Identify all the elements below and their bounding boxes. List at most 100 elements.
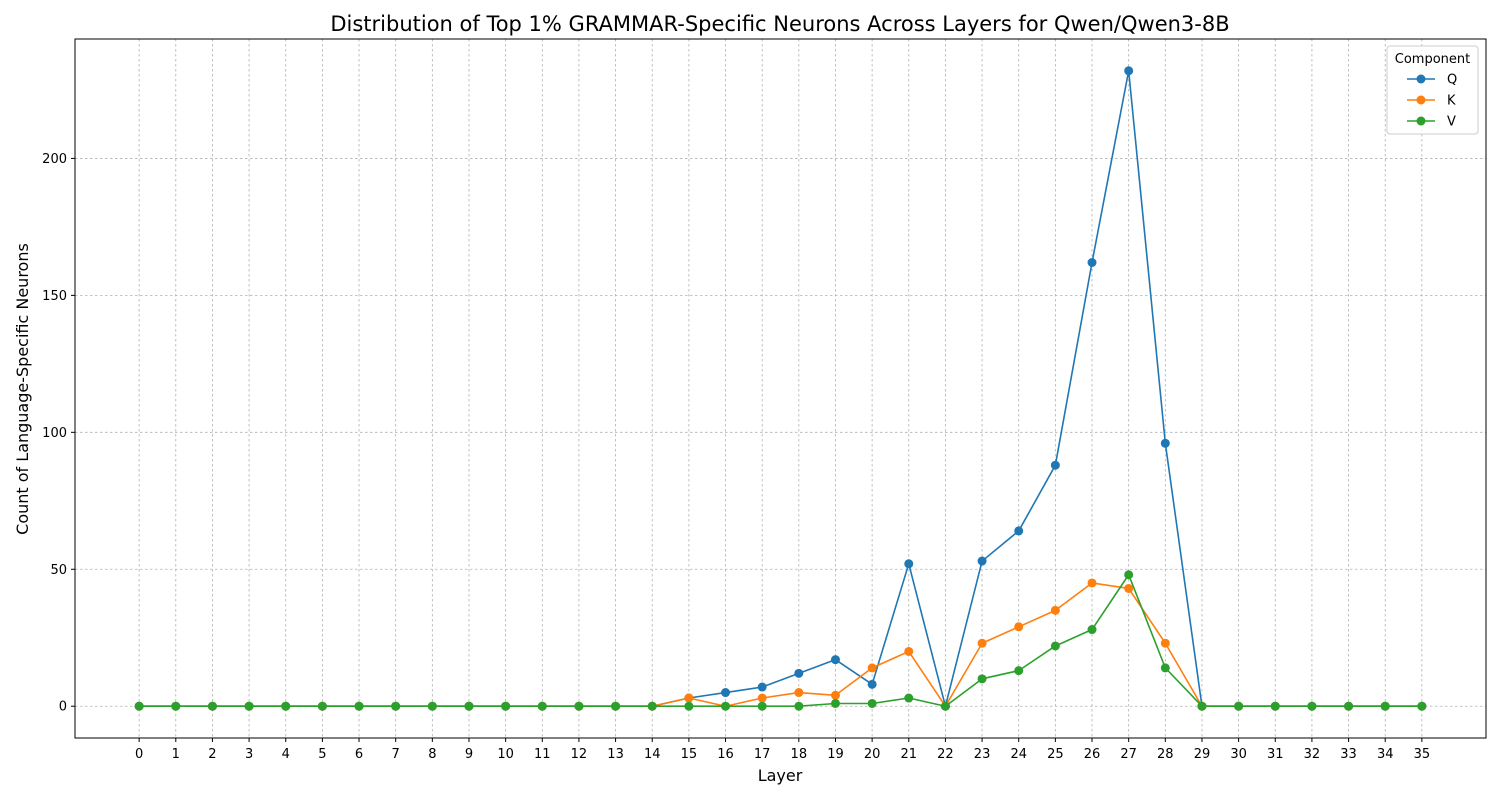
- series-k: [134, 578, 1427, 711]
- data-point-k: [977, 638, 987, 648]
- x-axis-label: Layer: [758, 766, 803, 785]
- grid: [75, 39, 1486, 738]
- data-point-v: [684, 701, 694, 711]
- x-tick-label: 4: [282, 747, 290, 762]
- y-axis-label: Count of Language-Specific Neurons: [13, 243, 32, 535]
- data-point-v: [1087, 625, 1097, 635]
- data-point-v: [354, 701, 364, 711]
- x-tick-label: 29: [1194, 747, 1211, 762]
- data-point-q: [757, 682, 767, 692]
- x-tick-label: 15: [681, 747, 698, 762]
- data-point-v: [721, 701, 731, 711]
- legend-marker: [1416, 95, 1426, 105]
- x-tick-label: 5: [318, 747, 326, 762]
- x-tick-label: 17: [754, 747, 771, 762]
- data-point-q: [904, 559, 914, 569]
- series-q: [134, 66, 1427, 711]
- legend-item-q: Q: [1407, 73, 1457, 88]
- data-point-k: [867, 663, 877, 673]
- legend-title: Component: [1395, 52, 1470, 67]
- data-point-v: [1270, 701, 1280, 711]
- data-point-v: [904, 693, 914, 703]
- data-point-v: [794, 701, 804, 711]
- data-point-q: [830, 655, 840, 665]
- x-tick-label: 26: [1084, 747, 1101, 762]
- data-point-q: [794, 668, 804, 678]
- data-point-k: [794, 688, 804, 698]
- data-point-q: [1050, 460, 1060, 470]
- series-group: [134, 66, 1427, 711]
- legend-marker: [1416, 116, 1426, 126]
- x-axis: 0 1 2 3 4 5 6 7 8 9 10 11 12 13 14 15 16 17 18 19 20 21 22 23 24…: [135, 738, 1430, 762]
- data-point-k: [904, 646, 914, 656]
- x-tick-label: 33: [1340, 747, 1357, 762]
- series-line-k: [139, 582, 1422, 708]
- data-point-v: [1307, 701, 1317, 711]
- x-tick-label: 31: [1267, 747, 1284, 762]
- x-tick-label: 1: [172, 747, 180, 762]
- legend-label: V: [1447, 115, 1456, 130]
- x-tick-label: 35: [1414, 747, 1431, 762]
- x-tick-label: 19: [827, 747, 844, 762]
- series-line-q: [139, 69, 1422, 708]
- y-tick-label: 200: [42, 152, 67, 167]
- data-point-v: [1344, 701, 1354, 711]
- x-tick-label: 24: [1010, 747, 1027, 762]
- data-point-v: [647, 701, 657, 711]
- data-point-v: [391, 701, 401, 711]
- data-point-v: [501, 701, 511, 711]
- x-tick-label: 22: [937, 747, 954, 762]
- data-point-v: [867, 698, 877, 708]
- data-point-q: [1014, 526, 1024, 536]
- legend-box: [1386, 45, 1479, 135]
- x-tick-label: 23: [974, 747, 991, 762]
- y-tick-label: 0: [59, 700, 67, 715]
- x-tick-label: 14: [644, 747, 661, 762]
- x-tick-label: 10: [497, 747, 514, 762]
- legend: Component QKV: [1386, 45, 1479, 135]
- data-point-v: [464, 701, 474, 711]
- data-point-q: [1124, 66, 1134, 76]
- data-point-v: [1234, 701, 1244, 711]
- data-point-v: [977, 674, 987, 684]
- legend-label: Q: [1447, 73, 1457, 88]
- x-tick-label: 25: [1047, 747, 1064, 762]
- legend-item-k: K: [1407, 94, 1456, 109]
- legend-item-v: V: [1407, 115, 1456, 130]
- x-tick-label: 9: [465, 747, 473, 762]
- data-point-v: [1124, 570, 1134, 580]
- data-point-q: [1087, 258, 1097, 268]
- data-point-v: [317, 701, 327, 711]
- data-point-v: [207, 701, 217, 711]
- data-point-q: [1160, 438, 1170, 448]
- data-point-k: [1160, 638, 1170, 648]
- x-tick-label: 0: [135, 747, 143, 762]
- x-tick-label: 18: [791, 747, 808, 762]
- data-point-k: [1087, 578, 1097, 588]
- data-point-k: [1124, 583, 1134, 593]
- x-tick-label: 34: [1377, 747, 1394, 762]
- series-line-v: [139, 573, 1422, 708]
- x-tick-label: 11: [534, 747, 551, 762]
- y-tick-label: 50: [50, 563, 67, 578]
- x-tick-label: 28: [1157, 747, 1174, 762]
- x-tick-label: 21: [900, 747, 917, 762]
- plot-frame: [74, 38, 1487, 739]
- x-tick-label: 20: [864, 747, 881, 762]
- data-point-k: [1050, 605, 1060, 615]
- data-point-v: [1197, 701, 1207, 711]
- data-point-k: [830, 690, 840, 700]
- x-tick-label: 7: [392, 747, 400, 762]
- data-point-v: [1050, 641, 1060, 651]
- x-tick-label: 27: [1120, 747, 1137, 762]
- y-tick-label: 100: [42, 426, 67, 441]
- data-point-k: [1014, 622, 1024, 632]
- data-point-v: [574, 701, 584, 711]
- data-point-v: [611, 701, 621, 711]
- data-point-v: [1417, 701, 1427, 711]
- data-point-v: [1014, 666, 1024, 676]
- data-point-v: [757, 701, 767, 711]
- data-point-v: [537, 701, 547, 711]
- x-tick-label: 8: [428, 747, 436, 762]
